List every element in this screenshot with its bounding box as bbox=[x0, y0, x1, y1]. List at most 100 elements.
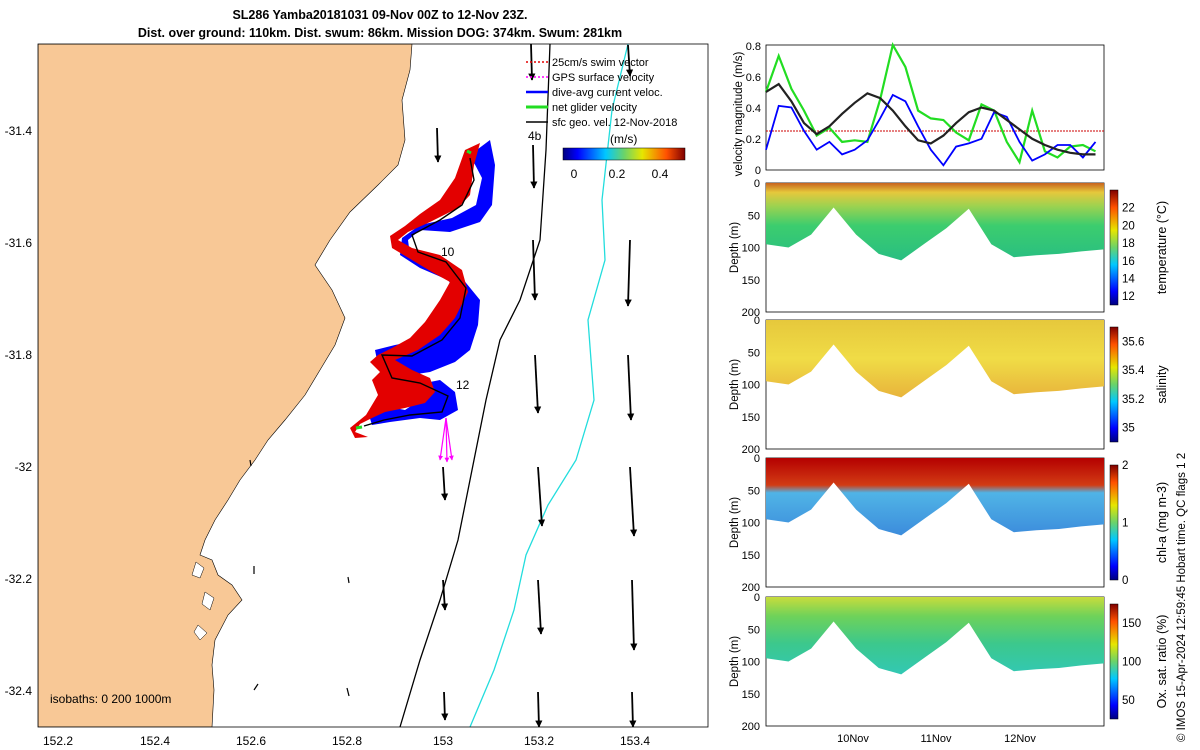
map-x-tick-152.6: 152.6 bbox=[236, 734, 266, 748]
glider-track bbox=[363, 157, 475, 427]
mean-velocity-line bbox=[765, 82, 1096, 156]
section-panel-salinity: 0 50 100 150 200 Depth (m) 35 35.2 35.4 35.6 salin… bbox=[729, 315, 1169, 456]
colorbar-tick-temperature-12: 12 bbox=[1122, 291, 1135, 303]
depth-label-salinity: Depth (m) bbox=[729, 359, 741, 410]
depth-tick-salinity-200: 200 bbox=[742, 444, 760, 456]
title-line-1: SL286 Yamba20181031 09-Nov 00Z to 12-Nov… bbox=[232, 8, 528, 22]
net-glider-speed-line bbox=[764, 42, 1096, 165]
map-x-tick-153: 153 bbox=[433, 734, 453, 748]
map-x-tick-152.8: 152.8 bbox=[332, 734, 362, 748]
map-colorbar: (m/s) 0 0.2 0.4 bbox=[562, 132, 686, 181]
colorbar-tick-salinity-35.6: 35.6 bbox=[1122, 336, 1144, 348]
map-y-tick--31.4: -31.4 bbox=[5, 124, 33, 138]
colorbar-tick-salinity-35: 35 bbox=[1122, 423, 1135, 435]
colorbar-chla bbox=[1109, 464, 1119, 581]
map-x-tick-153.4: 153.4 bbox=[620, 734, 650, 748]
track-label-4b: 4b bbox=[528, 129, 542, 143]
velocity-panel: 0 0.2 0.4 0.6 0.8 velocity magnitude (m/… bbox=[733, 41, 1105, 177]
colorbar-tick-temperature-14: 14 bbox=[1122, 273, 1135, 285]
depth-tick-chla-50: 50 bbox=[748, 485, 760, 497]
title-line-2: Dist. over ground: 110km. Dist. swum: 86… bbox=[137, 26, 623, 40]
map-y-tick--32: -32 bbox=[15, 460, 33, 474]
depth-tick-chla-0: 0 bbox=[754, 453, 760, 465]
depth-tick-oxygen-0: 0 bbox=[754, 592, 760, 604]
map-y-ticks: -31.4 -31.6 -31.8 -32 -32.2 -32.4 bbox=[5, 124, 33, 698]
section-data-salinity bbox=[766, 320, 1104, 398]
map-colorbar-tick-2: 0.4 bbox=[652, 167, 669, 181]
section-panel-chla: 0 50 100 150 200 Depth (m) 0 1 2 chl-a (mg m-3) bbox=[729, 453, 1169, 594]
colorbar-oxygen bbox=[1109, 603, 1119, 720]
depth-tick-salinity-0: 0 bbox=[754, 315, 760, 327]
land-mass bbox=[38, 44, 413, 727]
dive-avg-current-speed-line bbox=[765, 93, 1097, 167]
map-y-tick--31.6: -31.6 bbox=[5, 236, 33, 250]
net-glider-velocity-start bbox=[466, 149, 472, 155]
section-panel-temperature: 0 50 100 150 200 Depth (m) 12 14 16 18 20 22 tempera… bbox=[729, 178, 1169, 319]
net-glider-velocity bbox=[355, 425, 363, 430]
section-data-oxygen bbox=[766, 597, 1104, 675]
velocity-y-tick-0.2: 0.2 bbox=[746, 134, 761, 146]
map-x-tick-152.4: 152.4 bbox=[140, 734, 170, 748]
depth-tick-temperature-200: 200 bbox=[742, 307, 760, 319]
colorbar-tick-oxygen-150: 150 bbox=[1122, 618, 1141, 630]
colorbar-tick-oxygen-50: 50 bbox=[1122, 695, 1135, 707]
small-coastal-arrows bbox=[249, 459, 350, 697]
map-frame bbox=[37, 43, 709, 728]
colorbar-tick-chla-0: 0 bbox=[1122, 575, 1128, 587]
depth-label-temperature: Depth (m) bbox=[729, 222, 741, 273]
time-tick-12Nov: 12Nov bbox=[1004, 733, 1036, 745]
gps-surface-velocity-arrows bbox=[438, 417, 454, 463]
colorbar-tick-salinity-35.4: 35.4 bbox=[1122, 365, 1145, 377]
legend-dive-avg-current: dive-avg current veloc. bbox=[552, 87, 663, 99]
velocity-y-tick-0.6: 0.6 bbox=[746, 72, 761, 84]
isobath-200m bbox=[399, 44, 551, 727]
depth-tick-salinity-150: 150 bbox=[742, 412, 760, 424]
colorbar-tick-temperature-18: 18 bbox=[1122, 238, 1135, 250]
velocity-y-label: velocity magnitude (m/s) bbox=[733, 52, 745, 177]
depth-tick-temperature-150: 150 bbox=[742, 275, 760, 287]
section-data-chla bbox=[766, 458, 1104, 536]
depth-tick-chla-150: 150 bbox=[742, 550, 760, 562]
colorbar-tick-chla-1: 1 bbox=[1122, 518, 1128, 530]
depth-tick-temperature-50: 50 bbox=[748, 210, 760, 222]
map-legend: 25cm/s swim vector GPS surface velocity … bbox=[526, 57, 677, 129]
velocity-y-tick-0.4: 0.4 bbox=[746, 103, 761, 115]
map-x-ticks: 152.2 152.4 152.6 152.8 153 153.2 153.4 bbox=[43, 734, 650, 748]
map-colorbar-tick-0: 0 bbox=[571, 167, 578, 181]
colorbar-label-oxygen: Ox. sat. ratio (%) bbox=[1155, 615, 1169, 709]
depth-label-oxygen: Depth (m) bbox=[729, 636, 741, 687]
track-label-10: 10 bbox=[441, 245, 455, 259]
depth-tick-temperature-0: 0 bbox=[754, 178, 760, 190]
map-colorbar-label: (m/s) bbox=[610, 132, 637, 146]
legend-net-glider-velocity: net glider velocity bbox=[552, 102, 637, 114]
isobath-1000m bbox=[469, 44, 629, 727]
copyright-text: © IMOS 15-Apr-2024 12:59:45 Hobart time.… bbox=[1176, 452, 1188, 742]
depth-tick-oxygen-200: 200 bbox=[742, 721, 760, 733]
colorbar-tick-salinity-35.2: 35.2 bbox=[1122, 394, 1144, 406]
map-y-tick--32.2: -32.2 bbox=[5, 572, 33, 586]
depth-label-chla: Depth (m) bbox=[729, 497, 741, 548]
section-panel-oxygen: 0 50 100 150 200 Depth (m) 50 100 150 Ox. sat. ra… bbox=[729, 592, 1169, 733]
estuary-islands bbox=[191, 561, 215, 641]
map-y-tick--31.8: -31.8 bbox=[5, 348, 33, 362]
time-tick-10Nov: 10Nov bbox=[837, 733, 869, 745]
depth-tick-oxygen-50: 50 bbox=[748, 624, 760, 636]
map-panel: 4b 10 12 25cm/s swim vector GPS surface … bbox=[5, 43, 709, 748]
colorbar-tick-chla-2: 2 bbox=[1122, 460, 1128, 472]
colorbar-salinity bbox=[1109, 326, 1119, 443]
colorbar-label-temperature: temperature (°C) bbox=[1155, 201, 1169, 294]
depth-tick-chla-100: 100 bbox=[742, 518, 760, 530]
depth-tick-salinity-100: 100 bbox=[742, 380, 760, 392]
swim-vector-swath bbox=[350, 143, 480, 438]
depth-tick-chla-200: 200 bbox=[742, 582, 760, 594]
colorbar-label-salinity: salinity bbox=[1155, 365, 1169, 404]
track-label-12: 12 bbox=[456, 378, 470, 392]
velocity-y-ticks: 0 0.2 0.4 0.6 0.8 bbox=[746, 41, 761, 177]
map-x-tick-152.2: 152.2 bbox=[43, 734, 73, 748]
map-colorbar-tick-1: 0.2 bbox=[609, 167, 626, 181]
depth-tick-oxygen-150: 150 bbox=[742, 689, 760, 701]
map-y-tick--32.4: -32.4 bbox=[5, 684, 33, 698]
colorbar-tick-temperature-20: 20 bbox=[1122, 220, 1135, 232]
depth-tick-temperature-100: 100 bbox=[742, 243, 760, 255]
